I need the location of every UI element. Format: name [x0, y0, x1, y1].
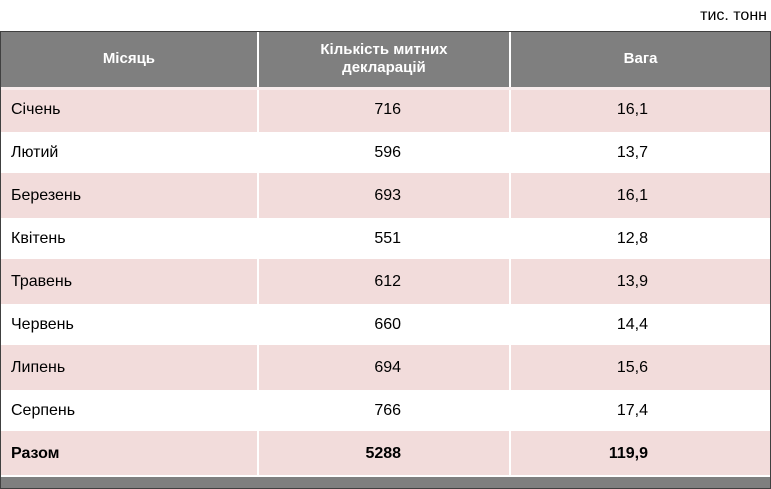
cell-month: Разом	[1, 432, 258, 475]
customs-declarations-table: Місяць Кількість митних декларацій Вага …	[1, 32, 770, 475]
table-row: Січень 716 16,1	[1, 88, 770, 131]
table-row: Липень 694 15,6	[1, 346, 770, 389]
table-header: Місяць Кількість митних декларацій Вага	[1, 32, 770, 90]
column-header-weight: Вага	[509, 32, 770, 90]
column-header-declarations: Кількість митних декларацій	[256, 32, 511, 90]
cell-weight: 13,9	[509, 260, 770, 303]
cell-declarations: 5288	[256, 432, 511, 475]
cell-month: Березень	[1, 174, 258, 217]
cell-weight: 16,1	[509, 88, 770, 131]
customs-table-container: Місяць Кількість митних декларацій Вага …	[0, 31, 771, 489]
cell-month: Серпень	[11, 401, 76, 419]
cell-declarations: 766	[256, 389, 511, 432]
cell-weight: 13,7	[509, 131, 770, 174]
unit-label: тис. тонн	[700, 6, 767, 24]
table-row: Квітень 551 12,8	[1, 217, 770, 260]
table-row: Лютий 596 13,7	[1, 131, 770, 174]
table-row: Серпень 766 17,4	[1, 389, 770, 432]
cell-declarations: 596	[256, 131, 511, 174]
table-body: Січень 716 16,1 Лютий 596 13,7 Березень 693 16,1…	[1, 88, 770, 475]
cell-weight: 17,4	[509, 389, 770, 432]
cell-month: Лютий	[11, 143, 59, 161]
cell-declarations: 693	[256, 174, 511, 217]
cell-weight: 16,1	[509, 174, 770, 217]
table-row: Березень 693 16,1	[1, 174, 770, 217]
cell-declarations: 612	[256, 260, 511, 303]
table-row: Травень 612 13,9	[1, 260, 770, 303]
table-footer-bar	[1, 477, 770, 488]
cell-declarations: 694	[256, 346, 511, 389]
total-row: Разом 5288 119,9	[1, 432, 770, 475]
cell-declarations: 551	[256, 217, 511, 260]
cell-declarations: 660	[256, 303, 511, 346]
cell-weight: 15,6	[509, 346, 770, 389]
cell-month: Липень	[1, 346, 258, 389]
cell-month: Травень	[1, 260, 258, 303]
cell-weight: 12,8	[509, 217, 770, 260]
cell-month: Січень	[1, 88, 258, 131]
cell-month: Квітень	[11, 229, 66, 247]
cell-weight: 14,4	[509, 303, 770, 346]
cell-weight: 119,9	[509, 432, 770, 475]
header-row: Місяць Кількість митних декларацій Вага	[1, 32, 770, 90]
table-row: Червень 660 14,4	[1, 303, 770, 346]
cell-month: Червень	[11, 315, 74, 333]
column-header-month: Місяць	[1, 32, 258, 90]
cell-declarations: 716	[256, 88, 511, 131]
